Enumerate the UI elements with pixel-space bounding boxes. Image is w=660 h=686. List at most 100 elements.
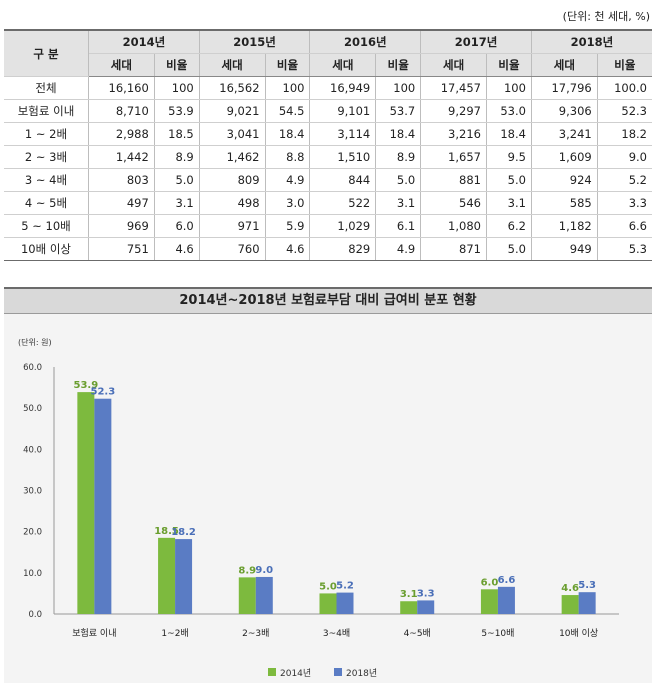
cell-ratio: 3.1 (154, 191, 200, 215)
cell-households: 522 (309, 191, 377, 215)
bar-value-label: 3.1 (400, 589, 418, 600)
cell-ratio: 18.2 (597, 122, 652, 146)
cell-ratio: 5.3 (597, 237, 652, 261)
y-tick-label: 0.0 (28, 610, 42, 620)
x-tick-label: 3~4배 (323, 628, 350, 639)
cell-households: 3,241 (531, 122, 598, 146)
cell-ratio: 6.0 (154, 214, 200, 238)
cell-households: 760 (199, 237, 266, 261)
subheader-households: 세대 (309, 53, 377, 77)
cell-ratio: 4.9 (265, 168, 311, 192)
cell-households: 829 (309, 237, 377, 261)
bar-value-label: 8.9 (238, 565, 256, 576)
cell-ratio: 18.5 (154, 122, 200, 146)
bar-value-label: 6.0 (481, 577, 499, 588)
subheader-households: 세대 (420, 53, 487, 77)
table-row: 5 ~ 10배 969 6.0 971 5.9 1,029 6.1 1,080 6.2 1,182… (4, 214, 652, 238)
cell-households: 3,041 (199, 122, 266, 146)
cell-ratio: 5.0 (486, 168, 532, 192)
table-body: 전체 16,160 100 16,562 100 16,949 100 17,457 100 17… (4, 76, 652, 261)
bar-value-label: 18.5 (154, 526, 179, 537)
bar-2018년 (175, 539, 193, 614)
bar-value-label: 4.6 (561, 583, 579, 594)
y-tick-label: 10.0 (23, 569, 42, 579)
cell-ratio: 100 (265, 76, 311, 100)
cell-ratio: 53.0 (486, 99, 532, 123)
bar-value-label: 6.6 (498, 575, 516, 586)
cell-ratio: 9.0 (597, 145, 652, 169)
cell-ratio: 4.6 (154, 237, 200, 261)
cell-households: 1,182 (531, 214, 598, 238)
subheader-households: 세대 (88, 53, 155, 77)
cell-households: 871 (420, 237, 487, 261)
header-year: 2018년 (531, 29, 652, 54)
y-tick-label: 50.0 (23, 404, 42, 414)
bar-2014년 (158, 537, 176, 614)
table-row: 보험료 이내 8,710 53.9 9,021 54.5 9,101 53.7 9,297 53… (4, 99, 652, 123)
cell-ratio: 4.9 (375, 237, 422, 261)
subheader-households: 세대 (199, 53, 266, 77)
header-year: 2016년 (309, 29, 422, 54)
x-tick-label: 4~5배 (404, 628, 431, 639)
subheader-households: 세대 (531, 53, 598, 77)
bar-value-label: 3.3 (417, 588, 435, 599)
cell-ratio: 18.4 (486, 122, 532, 146)
legend-swatch (334, 668, 342, 676)
unit-label: (단위: 원) (18, 337, 52, 347)
y-tick-label: 60.0 (23, 363, 42, 373)
y-tick-label: 20.0 (23, 528, 42, 538)
bar-2014년 (400, 601, 418, 614)
x-tick-label: 1~2배 (161, 628, 188, 639)
bar-2014년 (480, 589, 498, 614)
bar-2014년 (77, 392, 95, 614)
cell-households: 2,988 (88, 122, 155, 146)
cell-ratio: 3.3 (597, 191, 652, 215)
table-subheader-row: 세대 비율 세대 비율 세대 비율 세대 비율 세대 비율 (4, 53, 652, 77)
table-header-row: 구 분 2014년 2015년 2016년 2017년 2018년 (4, 29, 652, 77)
cell-households: 1,510 (309, 145, 377, 169)
bar-value-label: 5.2 (336, 581, 354, 592)
cell-ratio: 6.2 (486, 214, 532, 238)
unit-note: (단위: 천 세대, %) (562, 10, 650, 23)
x-tick-label: 5~10배 (481, 628, 514, 639)
cell-households: 8,710 (88, 99, 155, 123)
table-row: 4 ~ 5배 497 3.1 498 3.0 522 3.1 546 3.1 585 3.3 (4, 191, 652, 215)
row-label: 10배 이상 (4, 237, 89, 261)
cell-ratio: 53.9 (154, 99, 200, 123)
cell-ratio: 18.4 (375, 122, 422, 146)
cell-households: 498 (199, 191, 266, 215)
cell-households: 971 (199, 214, 266, 238)
cell-households: 17,796 (531, 76, 598, 100)
bar-2018년 (336, 592, 354, 614)
subheader-ratio: 비율 (375, 53, 422, 77)
cell-households: 1,442 (88, 145, 155, 169)
row-label: 2 ~ 3배 (4, 145, 89, 169)
cell-ratio: 54.5 (265, 99, 311, 123)
bar-2014년 (561, 595, 579, 614)
table-row: 1 ~ 2배 2,988 18.5 3,041 18.4 3,114 18.4 3,216 18… (4, 122, 652, 146)
row-label: 4 ~ 5배 (4, 191, 89, 215)
bar-2018년 (255, 576, 273, 614)
table-row: 3 ~ 4배 803 5.0 809 4.9 844 5.0 881 5.0 924 5.2 (4, 168, 652, 192)
bar-2014년 (238, 577, 256, 614)
bar-chart: (단위: 원) 60.0 50.0 40.0 30.0 20.0 10.0 0.0 53.952… (18, 337, 619, 679)
x-tick-label: 보험료 이내 (72, 628, 116, 639)
cell-households: 809 (199, 168, 266, 192)
table-row: 전체 16,160 100 16,562 100 16,949 100 17,457 100 17… (4, 76, 652, 100)
cell-households: 1,029 (309, 214, 377, 238)
cell-ratio: 100 (486, 76, 532, 100)
header-year: 2015년 (199, 29, 311, 54)
legend-label: 2018년 (346, 668, 377, 679)
cell-ratio: 6.1 (375, 214, 422, 238)
cell-households: 803 (88, 168, 155, 192)
cell-ratio: 3.0 (265, 191, 311, 215)
cell-ratio: 100 (375, 76, 422, 100)
row-label: 5 ~ 10배 (4, 214, 89, 238)
cell-households: 881 (420, 168, 487, 192)
cell-households: 16,160 (88, 76, 155, 100)
cell-households: 9,101 (309, 99, 377, 123)
cell-ratio: 5.2 (597, 168, 652, 192)
bar-value-label: 53.9 (74, 380, 99, 391)
cell-households: 9,021 (199, 99, 266, 123)
cell-ratio: 8.9 (375, 145, 422, 169)
